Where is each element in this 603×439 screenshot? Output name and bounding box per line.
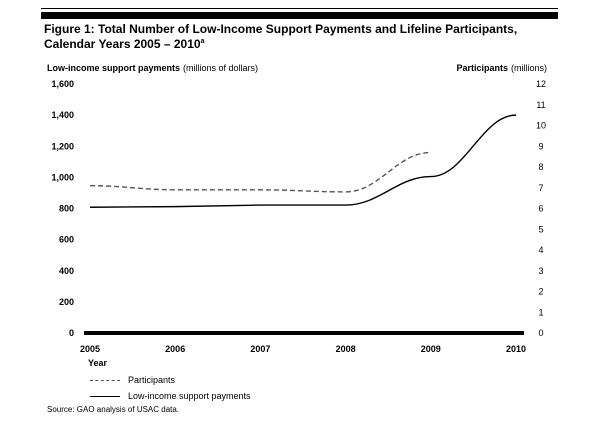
right-tick-label: 0: [538, 328, 543, 338]
left-tick-label: 1,600: [51, 79, 74, 89]
left-tick-label: 800: [59, 204, 74, 214]
legend: Participants Low-income support payments: [90, 372, 251, 404]
x-tick-label: 2006: [165, 344, 185, 354]
source-note: Source: GAO analysis of USAC data.: [47, 405, 180, 414]
right-tick-label: 1: [538, 307, 543, 317]
left-axis-ticks: 0 200 400 600 800 1,000 1,200 1,400 1,600: [51, 79, 74, 338]
left-tick-label: 400: [59, 266, 74, 276]
right-tick-label: 2: [538, 287, 543, 297]
left-tick-label: 1,200: [51, 141, 74, 151]
left-tick-label: 200: [59, 297, 74, 307]
right-tick-label: 7: [538, 183, 543, 193]
legend-solid-swatch: [90, 395, 120, 397]
right-axis-label: Participants (millions): [456, 63, 547, 73]
series-layer: [89, 114, 517, 208]
top-rule: [41, 8, 558, 9]
right-tick-label: 8: [538, 162, 543, 172]
left-axis-label: Low-income support payments (millions of …: [47, 63, 258, 73]
right-tick-label: 11: [536, 100, 545, 110]
title-bar: [41, 12, 558, 19]
right-tick-label: 5: [538, 224, 543, 234]
x-axis-label: Year: [88, 358, 108, 368]
figure-title: Figure 1: Total Number of Low-Income Sup…: [44, 22, 518, 51]
x-tick-label: 2009: [421, 344, 441, 354]
right-tick-label: 10: [536, 121, 546, 131]
left-tick-label: 0: [69, 328, 74, 338]
right-tick-label: 12: [536, 79, 546, 89]
legend-label-participants: Participants: [128, 375, 176, 385]
right-tick-label: 4: [538, 245, 543, 255]
right-tick-label: 9: [538, 141, 543, 151]
series-line-participants: [89, 151, 431, 193]
right-tick-label: 6: [538, 204, 543, 214]
left-tick-label: 1,400: [51, 110, 74, 120]
legend-item-participants: Participants: [90, 372, 251, 388]
legend-label-payments: Low-income support payments: [128, 391, 251, 401]
x-tick-label: 2008: [336, 344, 356, 354]
right-tick-label: 3: [538, 266, 543, 276]
legend-dashed-swatch: [90, 379, 120, 381]
x-axis-ticks: 2005 2006 2007 2008 2009 2010: [80, 344, 526, 354]
series-line-payments: [89, 114, 517, 208]
x-tick-label: 2005: [80, 344, 100, 354]
left-tick-label: 1,000: [51, 172, 74, 182]
left-tick-label: 600: [59, 235, 74, 245]
title-footnote-marker: a: [200, 38, 205, 45]
legend-item-payments: Low-income support payments: [90, 388, 251, 404]
x-tick-label: 2010: [506, 344, 526, 354]
x-tick-label: 2007: [250, 344, 270, 354]
